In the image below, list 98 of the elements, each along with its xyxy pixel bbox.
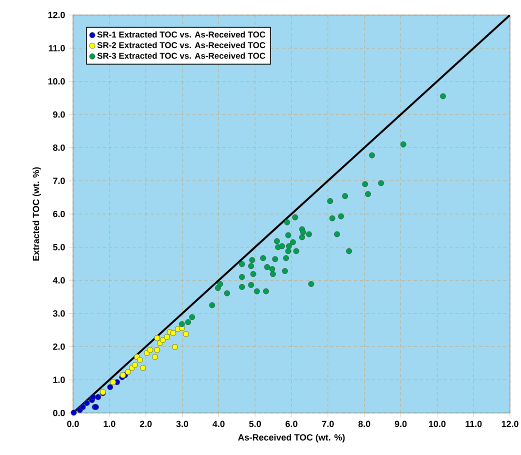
point <box>290 239 296 246</box>
point <box>189 314 196 320</box>
point <box>282 268 288 274</box>
y-tick-label: 0.0 <box>53 410 65 416</box>
point <box>362 181 368 188</box>
x-tick-label: 6.0 <box>286 420 298 428</box>
point <box>306 231 312 238</box>
point <box>368 152 375 158</box>
point <box>80 404 86 410</box>
y-tick-label: 7.0 <box>53 178 65 184</box>
point <box>110 379 116 386</box>
point <box>107 384 114 390</box>
point <box>132 362 138 368</box>
point <box>90 394 96 400</box>
y-tick-label: 3.0 <box>52 310 65 317</box>
y-tick-label: 10.0 <box>48 78 65 85</box>
point <box>254 288 260 294</box>
y-tick-label: 1.0 <box>53 376 65 384</box>
point <box>400 141 406 148</box>
point <box>338 213 344 220</box>
y-tick-label: 11.0 <box>48 44 65 52</box>
x-tick-label: 8.0 <box>358 420 370 428</box>
point <box>238 284 245 290</box>
point <box>293 248 300 254</box>
point <box>329 215 336 222</box>
point <box>378 180 384 186</box>
point <box>440 93 446 100</box>
point <box>364 191 371 198</box>
point <box>308 280 314 287</box>
point <box>269 266 276 272</box>
point <box>285 248 292 254</box>
x-tick-label: 7.0 <box>322 420 334 428</box>
x-tick-label: 0.0 <box>67 420 79 428</box>
point <box>178 321 185 328</box>
x-tick-label: 3.0 <box>176 420 188 428</box>
y-tick-label: 4.0 <box>52 277 65 284</box>
y-tick-label: 6.0 <box>53 210 65 218</box>
point <box>272 256 278 262</box>
y-tick-label: 12.0 <box>48 12 65 18</box>
point <box>346 248 352 254</box>
legend-label: SR-2 Extracted TOC vs. As-Received TOC <box>97 42 266 48</box>
y-tick-label: 2.0 <box>53 343 65 350</box>
point <box>238 274 245 280</box>
point <box>299 234 306 240</box>
point <box>286 243 292 250</box>
point <box>152 354 158 360</box>
x-tick-label: 12.0 <box>502 420 518 428</box>
point <box>342 193 348 200</box>
y-tick-label: 5.0 <box>53 244 65 250</box>
point <box>154 335 160 342</box>
point <box>263 288 269 294</box>
point <box>125 368 131 375</box>
point <box>283 255 290 262</box>
point <box>209 302 216 308</box>
x-tick-label: 11.0 <box>466 420 482 428</box>
point <box>264 264 270 270</box>
point <box>160 337 166 344</box>
x-tick-label: 9.0 <box>394 420 407 428</box>
point <box>250 271 256 278</box>
x-axis-title: As-Received TOC (wt. %) <box>238 434 345 442</box>
point <box>279 243 286 250</box>
y-tick-label: 9.0 <box>53 111 65 118</box>
point <box>284 219 290 226</box>
point <box>70 410 77 416</box>
point <box>260 255 266 262</box>
legend-label: SR-1 Extracted TOC vs. As-Received TOC <box>97 31 266 38</box>
point <box>217 280 224 287</box>
point <box>164 334 170 340</box>
point <box>327 198 334 204</box>
point <box>292 214 298 220</box>
point <box>274 238 280 244</box>
point <box>172 344 178 350</box>
point <box>270 271 276 278</box>
point <box>170 330 176 336</box>
point <box>95 394 102 400</box>
point <box>224 290 230 296</box>
y-axis-title: Extracted TOC (wt. %) <box>32 167 41 261</box>
point <box>248 282 254 288</box>
point <box>249 257 256 264</box>
point <box>248 263 254 270</box>
point <box>84 400 90 406</box>
legend-label: SR-3 Extracted TOC vs. As-Received TOC <box>97 52 266 59</box>
point <box>154 346 160 353</box>
point <box>238 261 245 268</box>
point <box>137 356 143 363</box>
point <box>140 364 146 371</box>
x-tick-label: 1.0 <box>104 420 116 428</box>
x-tick-label: 2.0 <box>140 420 152 428</box>
x-tick-label: 5.0 <box>249 420 261 428</box>
x-tick-label: 10.0 <box>429 420 446 428</box>
point <box>185 319 192 326</box>
point <box>334 231 340 238</box>
point <box>147 346 154 353</box>
point <box>300 229 306 236</box>
y-tick-label: 8.0 <box>53 144 65 151</box>
x-tick-label: 4.0 <box>212 420 225 428</box>
point <box>285 232 292 238</box>
point <box>182 331 189 338</box>
